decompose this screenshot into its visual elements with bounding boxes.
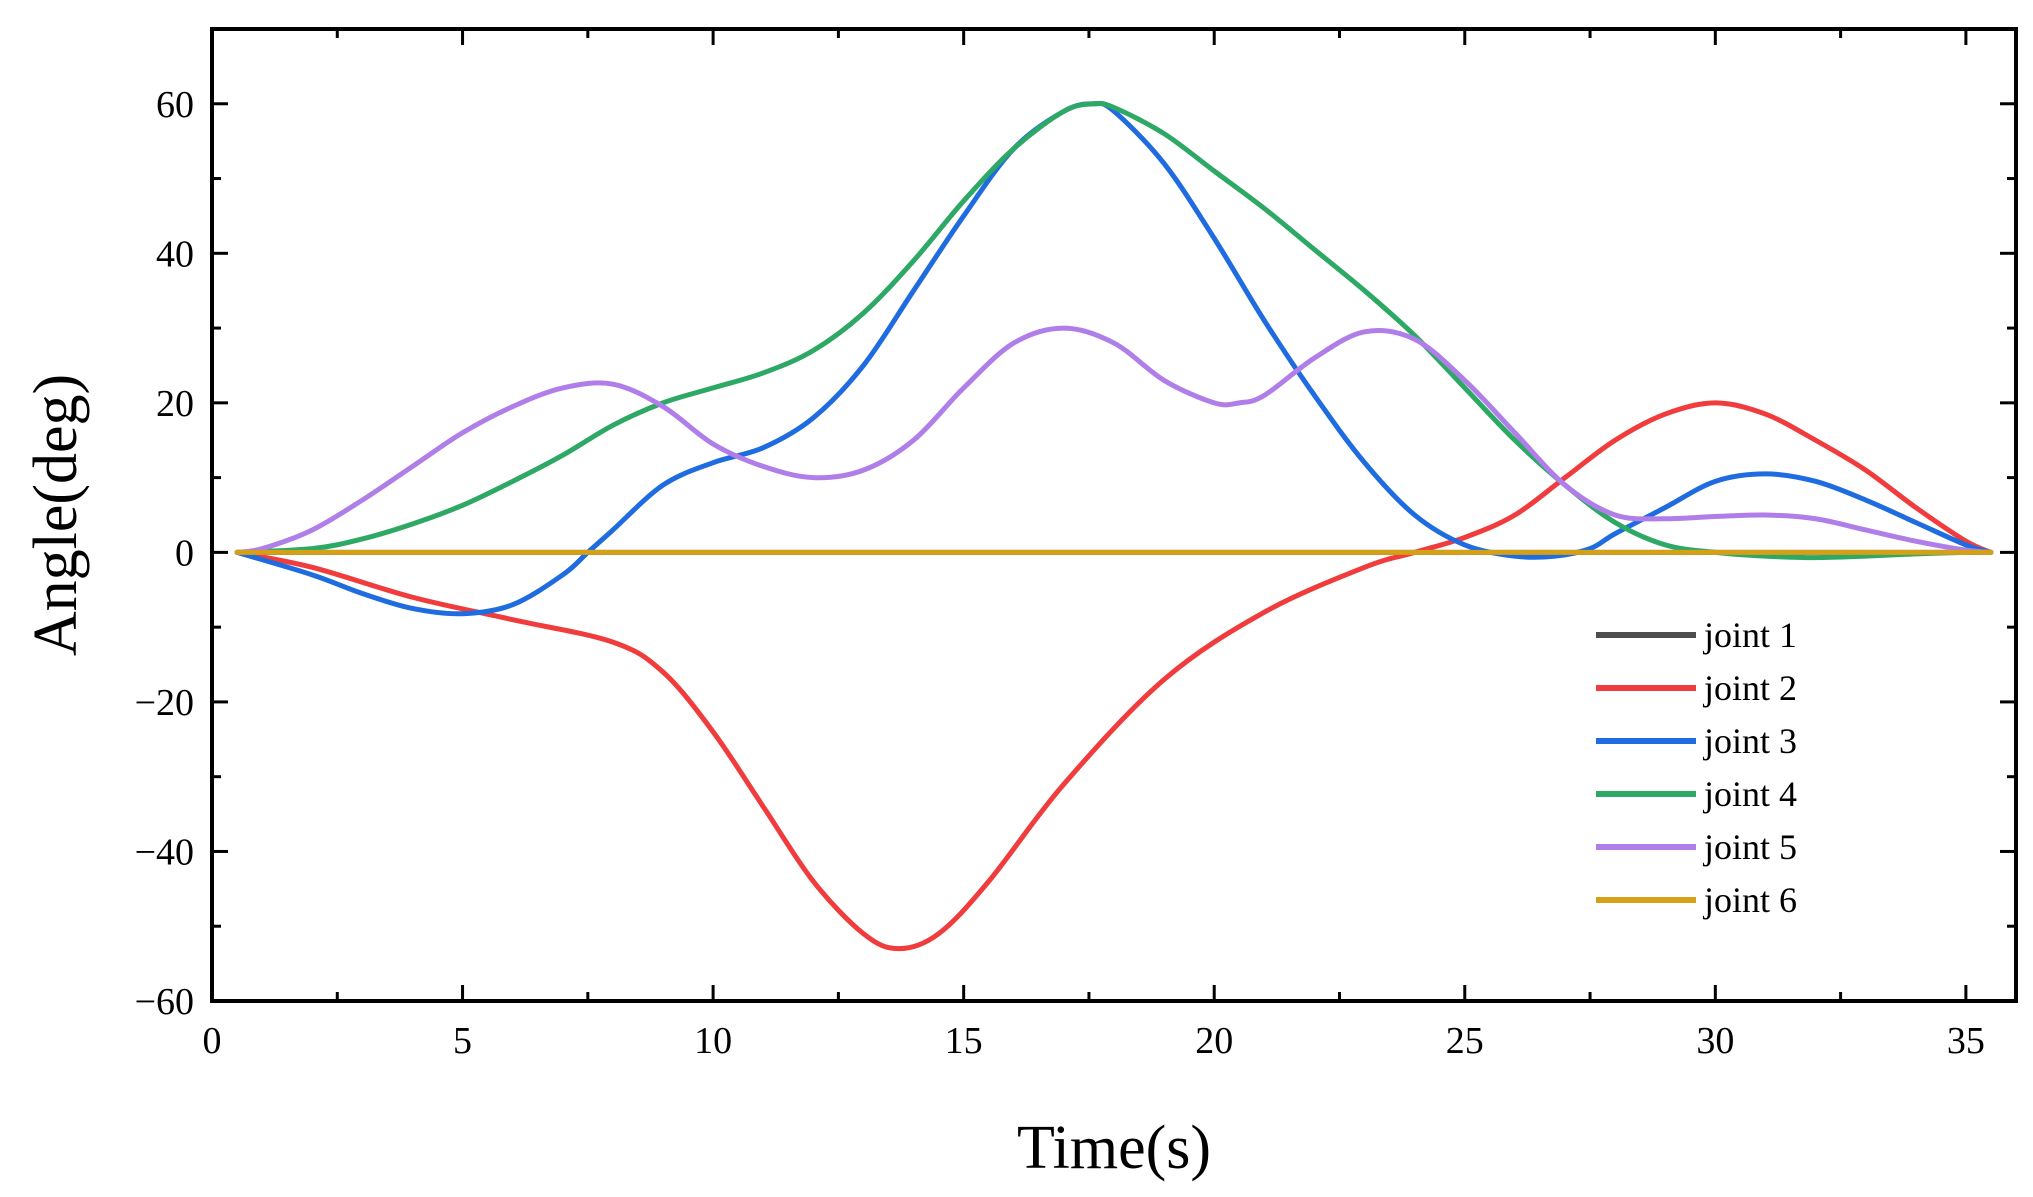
- x-tick-label: 30: [1696, 1020, 1734, 1062]
- y-tick-label: 40: [156, 233, 194, 275]
- legend-label: joint 5: [1702, 827, 1797, 867]
- x-tick-label: 0: [203, 1020, 222, 1062]
- x-axis-title: Time(s): [1017, 1114, 1211, 1182]
- x-tick-label: 20: [1195, 1020, 1233, 1062]
- series-line-joint-2: [234, 400, 1994, 952]
- series-line-joint-3: [234, 101, 1994, 617]
- x-tick-label: 15: [945, 1020, 983, 1062]
- x-tick-label: 35: [1947, 1020, 1985, 1062]
- y-tick-label: −20: [135, 682, 194, 724]
- y-tick-label: −60: [135, 981, 194, 1023]
- y-tick-label: −40: [135, 831, 194, 873]
- plot-frame: [210, 27, 2018, 1003]
- y-tick-label: 20: [156, 383, 194, 425]
- legend-label: joint 2: [1702, 668, 1797, 708]
- axis-ticks: [210, 27, 2016, 1003]
- series-lines: [234, 100, 1994, 952]
- series-line-joint-4: [234, 100, 1994, 561]
- legend-label: joint 3: [1702, 721, 1797, 761]
- legend-label: joint 6: [1702, 880, 1797, 920]
- x-tick-label: 25: [1446, 1020, 1484, 1062]
- x-tick-label: 10: [694, 1020, 732, 1062]
- legend-label: joint 1: [1702, 615, 1797, 655]
- y-tick-label: 0: [175, 532, 194, 574]
- series-line-joint-5: [234, 325, 1994, 555]
- legend-label: joint 4: [1702, 774, 1797, 814]
- y-axis-title: Angle(deg): [22, 374, 90, 656]
- y-tick-label: 60: [156, 84, 194, 126]
- axis-tick-labels: 0 5 10 15 20 25 30 35 −60 −40 −20 0 20 40 60: [135, 84, 1985, 1062]
- x-tick-label: 5: [453, 1020, 472, 1062]
- legend: joint 1 joint 2 joint 3 joint 4 joint 5 joint…: [1596, 615, 1797, 920]
